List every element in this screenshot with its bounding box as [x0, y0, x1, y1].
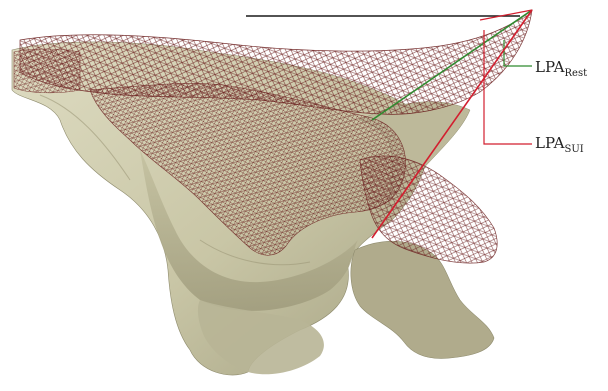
lpa-rest-label-sub: Rest — [565, 68, 588, 79]
lpa-rest-label-main: LPA — [535, 58, 565, 76]
lpa-sui-label-main: LPA — [535, 134, 565, 152]
lpa-sui-label: LPASUI — [535, 136, 584, 151]
lpa-rest-label: LPARest — [535, 60, 587, 75]
lpa-sui-label-sub: SUI — [565, 144, 584, 155]
mesh-left-edge — [14, 49, 80, 93]
